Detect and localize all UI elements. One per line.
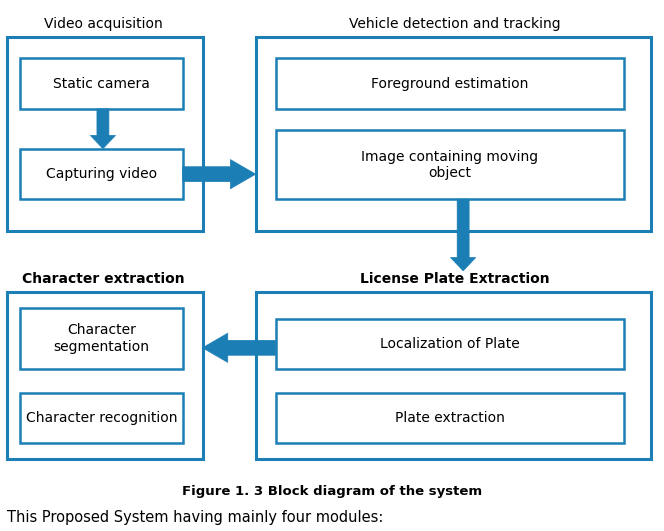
Polygon shape	[183, 159, 256, 189]
Text: This Proposed System having mainly four modules:: This Proposed System having mainly four …	[7, 510, 383, 525]
Bar	[276, 130, 624, 199]
Polygon shape	[450, 199, 475, 271]
Text: Character
segmentation: Character segmentation	[53, 323, 149, 354]
Bar	[276, 58, 624, 109]
Text: Localization of Plate: Localization of Plate	[380, 337, 520, 351]
Text: Plate extraction: Plate extraction	[395, 411, 505, 425]
Bar	[7, 37, 203, 231]
Polygon shape	[203, 333, 276, 363]
Text: Character extraction: Character extraction	[22, 272, 184, 286]
Bar	[20, 393, 183, 443]
Text: Figure 1. 3 Block diagram of the system: Figure 1. 3 Block diagram of the system	[182, 485, 482, 498]
Bar	[20, 58, 183, 109]
Text: Vehicle detection and tracking: Vehicle detection and tracking	[349, 17, 560, 31]
Text: Capturing video: Capturing video	[46, 167, 157, 181]
Text: License Plate Extraction: License Plate Extraction	[360, 272, 550, 286]
Polygon shape	[90, 109, 116, 149]
Text: Static camera: Static camera	[53, 76, 149, 91]
Bar	[20, 308, 183, 369]
Bar	[7, 292, 203, 459]
Bar	[276, 393, 624, 443]
Bar	[276, 319, 624, 369]
Bar	[256, 37, 651, 231]
Text: Foreground estimation: Foreground estimation	[371, 76, 529, 91]
Text: Image containing moving
object: Image containing moving object	[361, 150, 539, 179]
Text: Video acquisition: Video acquisition	[44, 17, 162, 31]
Bar	[20, 149, 183, 199]
Text: Character recognition: Character recognition	[25, 411, 177, 425]
Bar	[256, 292, 651, 459]
